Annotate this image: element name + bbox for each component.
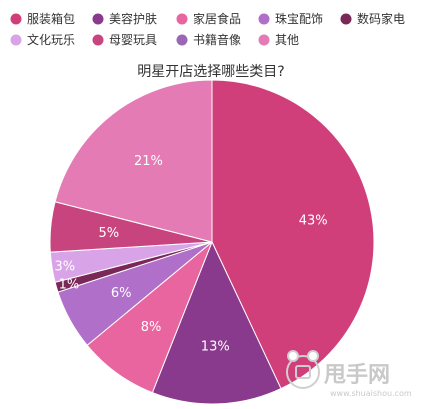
slice-labels: 43% 13% 8% 6% 1% 3% 5% 21% [54,154,327,355]
slice-label: 13% [201,340,230,355]
legend-swatch [258,13,270,25]
watermark: 甩手网 www.shuaishou.com [286,350,412,398]
legend-swatch [10,13,22,25]
legend-swatch [10,34,22,46]
pie-slice [151,240,282,405]
legend-item: 数码家电 [340,11,405,26]
legend-item: 珠宝配饰 [258,12,323,26]
legend-item: 服装箱包 [10,11,75,26]
legend-label: 珠宝配饰 [275,12,323,26]
watermark-url: www.shuaishou.com [330,389,412,398]
slice-label: 6% [111,286,132,301]
legend-label: 美容护肤 [109,11,157,26]
legend-label: 服装箱包 [27,11,75,26]
legend-item: 书籍音像 [176,32,241,47]
pie-slice [211,79,375,390]
legend-swatch [92,13,104,25]
watermark-text: 甩手网 [324,363,390,388]
legend-label: 母婴玩具 [109,33,157,47]
legend-swatch [258,34,270,46]
legend-label: 其他 [275,33,299,47]
watermark-logo-icon [286,350,320,389]
legend-swatch [92,34,104,46]
chart-title: 明星开店选择哪些类目? [137,64,284,80]
slice-label: 8% [141,320,162,335]
legend-item: 家居食品 [176,11,241,26]
pie-slice [54,79,213,243]
legend-swatch [176,13,188,25]
legend-item: 美容护肤 [92,11,157,26]
legend-swatch [176,34,188,46]
legend-label: 数码家电 [357,11,405,26]
slice-label: 43% [299,213,328,228]
slice-label: 3% [54,259,75,274]
legend-swatch [340,13,352,25]
legend-item: 母婴玩具 [92,33,157,47]
slice-label: 21% [134,154,163,169]
legend-label: 家居食品 [193,11,241,26]
slice-label: 5% [98,226,119,241]
legend-label: 书籍音像 [193,32,241,47]
slice-label: 1% [59,278,80,293]
legend-label: 文化玩乐 [27,32,75,47]
pie-slices [49,79,375,405]
legend-item: 其他 [258,33,299,47]
legend-item: 文化玩乐 [10,32,75,47]
